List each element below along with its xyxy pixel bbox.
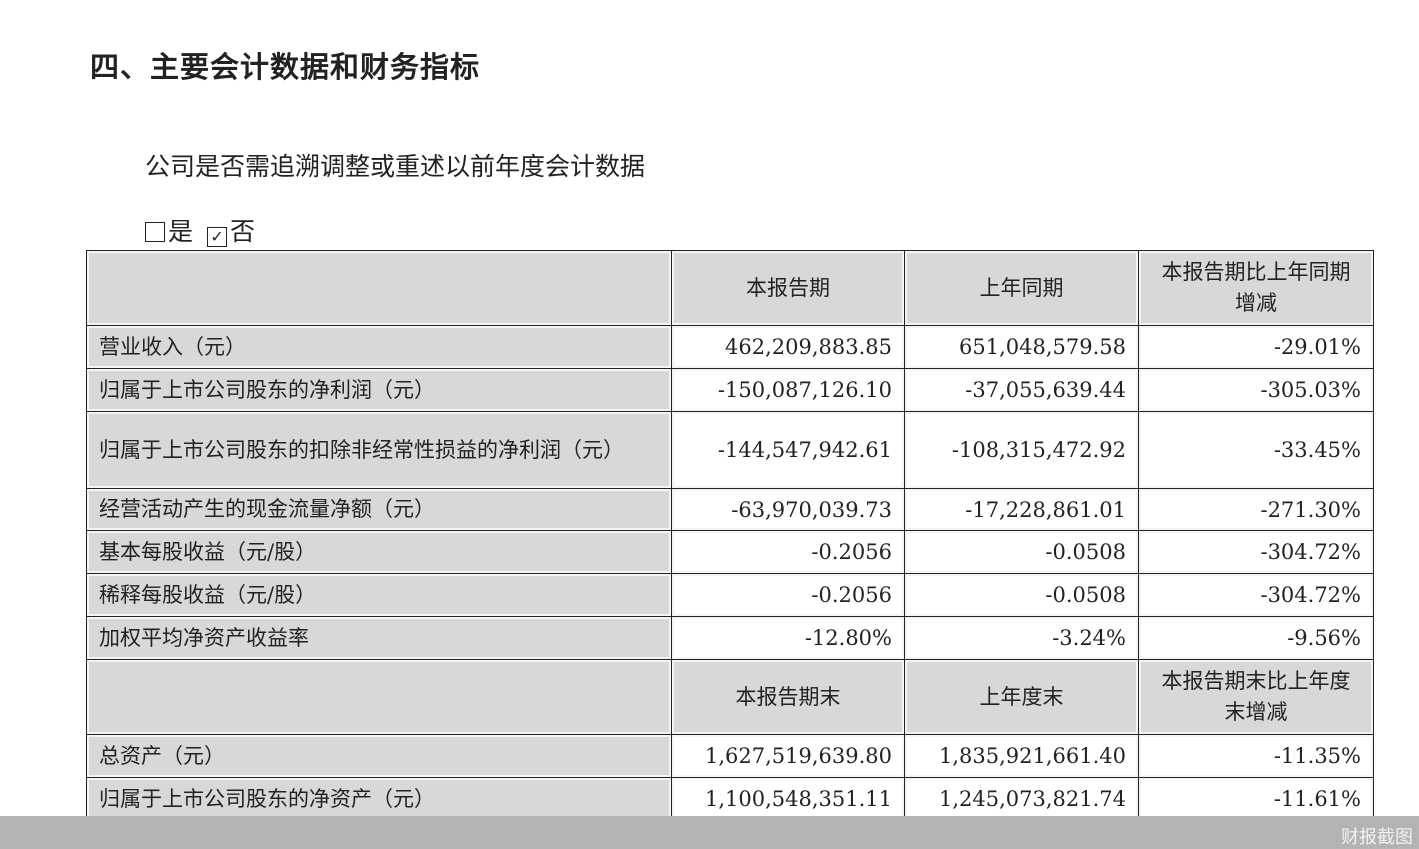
header-cell xyxy=(86,250,672,326)
table-row: 归属于上市公司股东的净资产（元） 1,100,548,351.11 1,245,07… xyxy=(86,777,1374,821)
value-cell: 651,048,579.58 xyxy=(904,325,1139,369)
value-cell: -150,087,126.10 xyxy=(671,368,905,412)
table-row: 归属于上市公司股东的净利润（元） -150,087,126.10 -37,055,6… xyxy=(86,368,1374,412)
row-label: 经营活动产生的现金流量净额（元） xyxy=(86,488,672,531)
value-cell: 1,627,519,639.80 xyxy=(671,734,905,778)
table-row: 总资产（元） 1,627,519,639.80 1,835,921,661.40 -1… xyxy=(86,734,1374,778)
value-cell: -271.30% xyxy=(1138,488,1374,531)
table-row: 营业收入（元） 462,209,883.85 651,048,579.58 -29.0… xyxy=(86,325,1374,369)
row-label: 稀释每股收益（元/股） xyxy=(86,573,672,617)
value-cell: -33.45% xyxy=(1138,411,1374,489)
table-header-row: 本报告期末 上年度末 本报告期末比上年度末增减 xyxy=(86,659,1374,735)
financial-data-table: 本报告期 上年同期 本报告期比上年同期增减 营业收入（元） 462,209,883.85… xyxy=(86,250,1374,821)
row-label: 归属于上市公司股东的净利润（元） xyxy=(86,368,672,412)
table-header-row: 本报告期 上年同期 本报告期比上年同期增减 xyxy=(86,250,1374,326)
value-cell: -9.56% xyxy=(1138,616,1374,660)
value-cell: -11.61% xyxy=(1138,777,1374,821)
restatement-question: 公司是否需追溯调整或重述以前年度会计数据 xyxy=(145,152,646,181)
value-cell: -11.35% xyxy=(1138,734,1374,778)
value-cell: -305.03% xyxy=(1138,368,1374,412)
value-cell: 462,209,883.85 xyxy=(671,325,905,369)
value-cell: -0.0508 xyxy=(904,573,1139,617)
value-cell: -63,970,039.73 xyxy=(671,488,905,531)
value-cell: -12.80% xyxy=(671,616,905,660)
row-label: 营业收入（元） xyxy=(86,325,672,369)
value-cell: 1,245,073,821.74 xyxy=(904,777,1139,821)
header-cell: 本报告期末比上年度末增减 xyxy=(1138,659,1374,735)
value-cell: -0.0508 xyxy=(904,530,1139,574)
value-cell: -304.72% xyxy=(1138,573,1374,617)
value-cell: -37,055,639.44 xyxy=(904,368,1139,412)
value-cell: 1,835,921,661.40 xyxy=(904,734,1139,778)
table-row: 归属于上市公司股东的扣除非经常性损益的净利润（元） -144,547,942.61… xyxy=(86,411,1374,489)
value-cell: 1,100,548,351.11 xyxy=(671,777,905,821)
bottom-bar xyxy=(0,816,1419,849)
section-title: 四、主要会计数据和财务指标 xyxy=(90,50,481,84)
header-cell xyxy=(86,659,672,735)
choice-yes[interactable]: 是 xyxy=(145,212,193,248)
row-label: 基本每股收益（元/股） xyxy=(86,530,672,574)
value-cell: -108,315,472.92 xyxy=(904,411,1139,489)
checkbox-unchecked-icon xyxy=(145,222,165,242)
choice-no[interactable]: ✓ 否 xyxy=(207,212,255,248)
header-cell: 上年同期 xyxy=(904,250,1139,326)
row-label: 加权平均净资产收益率 xyxy=(86,616,672,660)
header-cell: 本报告期 xyxy=(671,250,905,326)
table-row: 加权平均净资产收益率 -12.80% -3.24% -9.56% xyxy=(86,616,1374,660)
value-cell: -304.72% xyxy=(1138,530,1374,574)
value-cell: -144,547,942.61 xyxy=(671,411,905,489)
table-row: 稀释每股收益（元/股） -0.2056 -0.0508 -304.72% xyxy=(86,573,1374,617)
value-cell: -29.01% xyxy=(1138,325,1374,369)
restatement-choices: 是 ✓ 否 xyxy=(145,212,255,248)
row-label: 归属于上市公司股东的净资产（元） xyxy=(86,777,672,821)
table-row: 经营活动产生的现金流量净额（元） -63,970,039.73 -17,228,86… xyxy=(86,488,1374,531)
value-cell: -0.2056 xyxy=(671,573,905,617)
row-label: 总资产（元） xyxy=(86,734,672,778)
table-row: 基本每股收益（元/股） -0.2056 -0.0508 -304.72% xyxy=(86,530,1374,574)
value-cell: -17,228,861.01 xyxy=(904,488,1139,531)
header-cell: 上年度末 xyxy=(904,659,1139,735)
header-cell: 本报告期末 xyxy=(671,659,905,735)
checkbox-checked-icon: ✓ xyxy=(207,227,228,247)
value-cell: -0.2056 xyxy=(671,530,905,574)
value-cell: -3.24% xyxy=(904,616,1139,660)
header-cell: 本报告期比上年同期增减 xyxy=(1138,250,1374,326)
row-label: 归属于上市公司股东的扣除非经常性损益的净利润（元） xyxy=(86,411,672,489)
watermark: 财报截图 xyxy=(1341,827,1413,848)
